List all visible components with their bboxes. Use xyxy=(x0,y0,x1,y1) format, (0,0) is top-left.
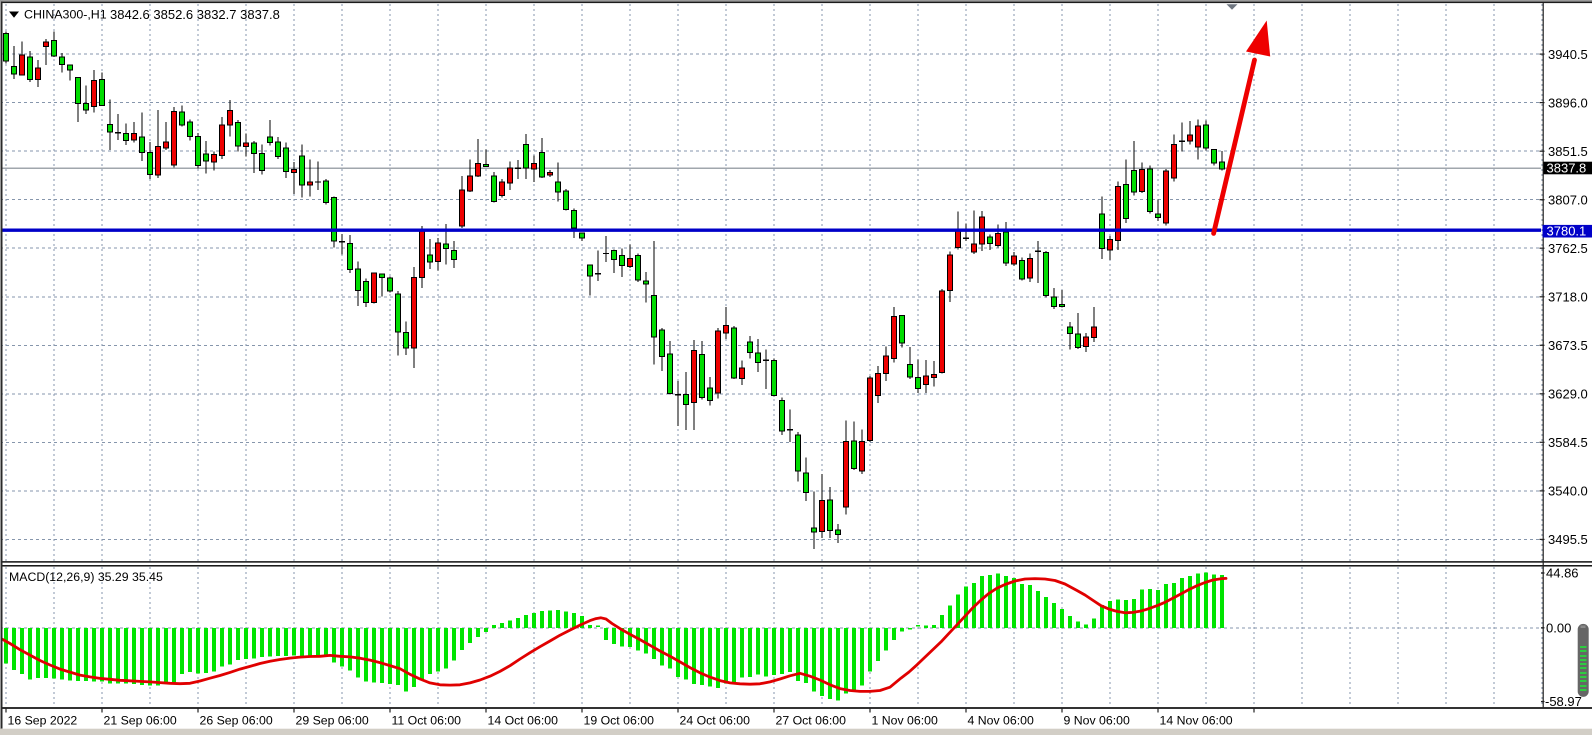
svg-text:1 Nov 06:00: 1 Nov 06:00 xyxy=(872,714,938,728)
svg-text:3807.0: 3807.0 xyxy=(1548,192,1588,207)
svg-text:44.86: 44.86 xyxy=(1546,566,1579,581)
svg-text:9 Nov 06:00: 9 Nov 06:00 xyxy=(1064,714,1130,728)
svg-text:14 Nov 06:00: 14 Nov 06:00 xyxy=(1160,714,1233,728)
svg-text:3762.5: 3762.5 xyxy=(1548,241,1588,256)
svg-text:3718.0: 3718.0 xyxy=(1548,289,1588,304)
svg-text:3629.0: 3629.0 xyxy=(1548,387,1588,402)
svg-text:3896.0: 3896.0 xyxy=(1548,95,1588,110)
svg-text:11 Oct 06:00: 11 Oct 06:00 xyxy=(392,714,462,728)
svg-text:14 Oct 06:00: 14 Oct 06:00 xyxy=(488,714,559,728)
svg-text:3851.5: 3851.5 xyxy=(1548,144,1588,159)
svg-text:3673.5: 3673.5 xyxy=(1548,338,1588,353)
svg-text:CHINA300-,H1: CHINA300-,H1 xyxy=(24,8,107,22)
svg-text:3940.5: 3940.5 xyxy=(1548,47,1588,62)
svg-text:3495.5: 3495.5 xyxy=(1548,532,1588,547)
svg-text:3837.8: 3837.8 xyxy=(1547,160,1587,175)
svg-text:4 Nov 06:00: 4 Nov 06:00 xyxy=(968,714,1034,728)
svg-text:29 Sep 06:00: 29 Sep 06:00 xyxy=(296,714,369,728)
svg-text:3842.6 3852.6 3832.7 3837.8: 3842.6 3852.6 3832.7 3837.8 xyxy=(110,7,280,22)
svg-text:3780.1: 3780.1 xyxy=(1547,224,1587,239)
svg-text:26 Sep 06:00: 26 Sep 06:00 xyxy=(200,714,273,728)
svg-text:16 Sep 2022: 16 Sep 2022 xyxy=(8,714,78,728)
svg-text:MACD(12,26,9) 35.29 35.45: MACD(12,26,9) 35.29 35.45 xyxy=(9,570,163,584)
svg-text:3540.0: 3540.0 xyxy=(1548,484,1588,499)
svg-text:24 Oct 06:00: 24 Oct 06:00 xyxy=(680,714,751,728)
svg-text:-58.97: -58.97 xyxy=(1545,694,1582,709)
svg-text:21 Sep 06:00: 21 Sep 06:00 xyxy=(104,714,177,728)
svg-text:27 Oct 06:00: 27 Oct 06:00 xyxy=(776,714,847,728)
svg-text:19 Oct 06:00: 19 Oct 06:00 xyxy=(584,714,655,728)
svg-text:0.00: 0.00 xyxy=(1546,621,1571,636)
svg-text:3584.5: 3584.5 xyxy=(1548,435,1588,450)
